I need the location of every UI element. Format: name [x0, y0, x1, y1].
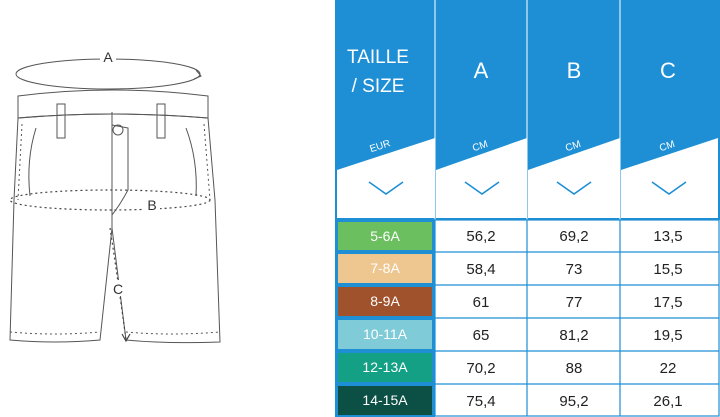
table-row: 8-9A 61 77 17,5 — [338, 287, 683, 316]
cell-a: 70,2 — [466, 360, 495, 377]
cell-a: 75,4 — [466, 393, 495, 410]
size-title-line1: TAILLE — [347, 47, 409, 68]
size-label: 7-8A — [370, 260, 400, 276]
size-swatch — [338, 254, 432, 283]
cell-a: 61 — [473, 294, 490, 311]
cell-c: 26,1 — [653, 393, 682, 410]
size-label: 12-13A — [362, 359, 408, 375]
chevron-down-icon — [556, 181, 592, 195]
chevron-down-icon — [651, 181, 687, 195]
waist-arrow-icon — [193, 69, 202, 80]
cell-c: 13,5 — [653, 228, 682, 245]
panel-c — [621, 138, 718, 218]
size-title-line2: / SIZE — [352, 76, 405, 97]
label-a: A — [103, 49, 113, 65]
cell-c: 15,5 — [653, 261, 682, 278]
inseam-arrow-icon — [121, 333, 131, 343]
cell-b: 77 — [566, 294, 583, 311]
label-c: C — [113, 281, 123, 297]
hip-measure-ellipse — [9, 189, 211, 211]
shorts-body — [9, 113, 221, 344]
cell-c: 17,5 — [653, 294, 682, 311]
table-row: 14-15A 75,4 95,2 26,1 — [338, 386, 683, 415]
cell-a: 58,4 — [466, 261, 495, 278]
shorts-button-icon — [112, 124, 124, 136]
table-row: 10-11A 65 81,2 19,5 — [338, 320, 683, 349]
size-table: TAILLE / SIZE A B C EUR CM CM CM 5-6A 56… — [335, 0, 720, 417]
cell-a: 65 — [473, 327, 490, 344]
size-label: 8-9A — [370, 293, 400, 309]
column-b-letter: B — [567, 58, 582, 83]
table-row: 5-6A 56,2 69,2 13,5 — [338, 222, 683, 250]
cell-b: 69,2 — [559, 228, 588, 245]
label-b: B — [147, 197, 156, 213]
column-c-unit: CM — [658, 139, 676, 154]
cell-c: 19,5 — [653, 327, 682, 344]
cell-b: 88 — [566, 360, 583, 377]
table-row: 7-8A 58,4 73 15,5 — [338, 254, 683, 283]
inseam-measure-line — [109, 227, 127, 341]
cell-b: 81,2 — [559, 327, 588, 344]
column-c-letter: C — [660, 58, 676, 83]
chevron-down-icon — [368, 181, 404, 195]
cell-a: 56,2 — [466, 228, 495, 245]
size-swatch — [338, 287, 432, 316]
panel-size — [337, 138, 435, 218]
cell-c: 22 — [660, 360, 677, 377]
size-swatch — [338, 320, 432, 349]
shorts-illustration: A B C — [9, 48, 221, 344]
chevron-down-icon — [464, 181, 500, 195]
size-swatch — [338, 386, 432, 415]
size-swatch — [338, 353, 432, 382]
column-a-unit: CM — [471, 139, 489, 154]
panel-a — [436, 138, 527, 218]
size-label: 5-6A — [370, 228, 400, 244]
cell-b: 95,2 — [559, 393, 588, 410]
size-label: 14-15A — [362, 392, 408, 408]
column-a-letter: A — [474, 58, 489, 83]
cell-b: 73 — [566, 261, 583, 278]
size-label: 10-11A — [363, 326, 408, 342]
table-row: 12-13A 70,2 88 22 — [338, 353, 676, 382]
panel-b — [528, 138, 620, 218]
column-b-unit: CM — [564, 139, 582, 154]
size-swatch — [338, 222, 432, 250]
